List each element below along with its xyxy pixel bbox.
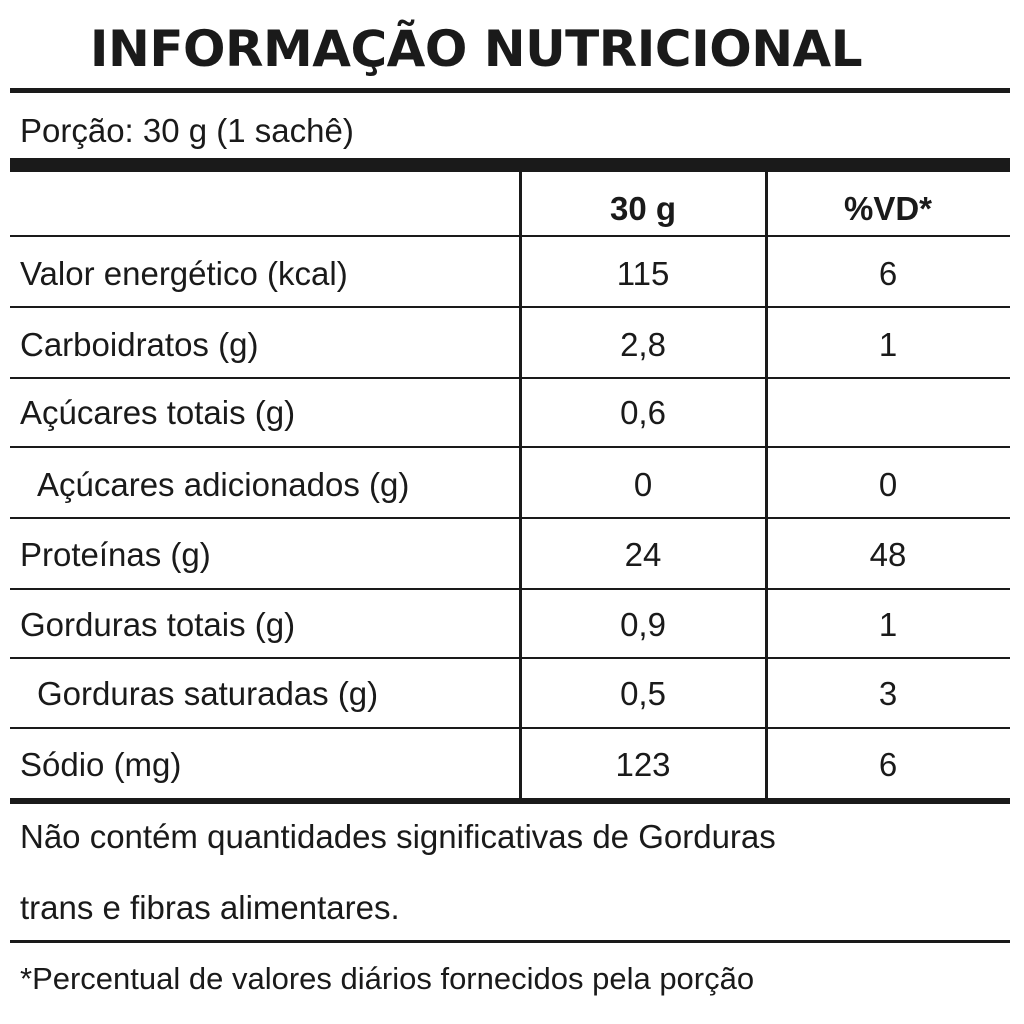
nutrient-vd: 0 [878,466,898,503]
nutrient-label: Valor energético (kcal) [20,255,348,292]
nutrient-amount: 24 [624,536,662,573]
portion-size: Porção: 30 g (1 sachê) [20,112,354,149]
nutrient-amount: 0,6 [620,394,666,431]
nutrient-amount: 115 [616,255,670,292]
nutrient-vd: 3 [878,675,898,712]
divider-table-bottom [10,798,1010,804]
header-amount: 30 g [609,190,677,227]
column-divider-vd [765,172,768,802]
nutrient-vd: 48 [869,536,907,573]
nutrient-label: Açúcares totais (g) [20,394,296,431]
nutrient-label: Gorduras saturadas (g) [37,675,379,712]
nutrient-vd: 1 [878,606,898,643]
nutrient-amount: 123 [615,746,671,783]
footer-line-1: Não contém quantidades significativas de… [20,818,776,855]
nutrient-amount: 0,5 [620,675,666,712]
nutrient-label: Proteínas (g) [20,536,211,573]
nutrient-label: Carboidratos (g) [20,326,259,363]
nutrient-vd: 6 [878,746,898,783]
page-title: INFORMAÇÃO NUTRICIONAL [89,20,863,78]
nutrient-amount: 0,9 [620,606,666,643]
nutrient-amount: 0 [633,466,653,503]
row-divider [10,588,1010,590]
row-divider [10,235,1010,237]
row-divider [10,306,1010,308]
row-divider [10,517,1010,519]
nutrient-amount: 2,8 [620,326,666,363]
nutrient-label: Açúcares adicionados (g) [37,466,410,503]
divider-portion [10,158,1010,172]
footnote: *Percentual de valores diários fornecido… [20,961,755,996]
footer-line-2: trans e fibras alimentares. [20,889,400,926]
divider-top [10,88,1010,93]
nutrient-label: Sódio (mg) [20,746,182,783]
nutrient-vd: 1 [878,326,898,363]
nutrient-vd: 6 [878,255,898,292]
row-divider [10,377,1010,379]
nutrient-label: Gorduras totais (g) [20,606,296,643]
divider-footer [10,940,1010,943]
column-divider-amount [519,172,522,802]
header-vd: %VD* [843,190,933,227]
row-divider [10,446,1010,448]
row-divider [10,657,1010,659]
row-divider [10,727,1010,729]
